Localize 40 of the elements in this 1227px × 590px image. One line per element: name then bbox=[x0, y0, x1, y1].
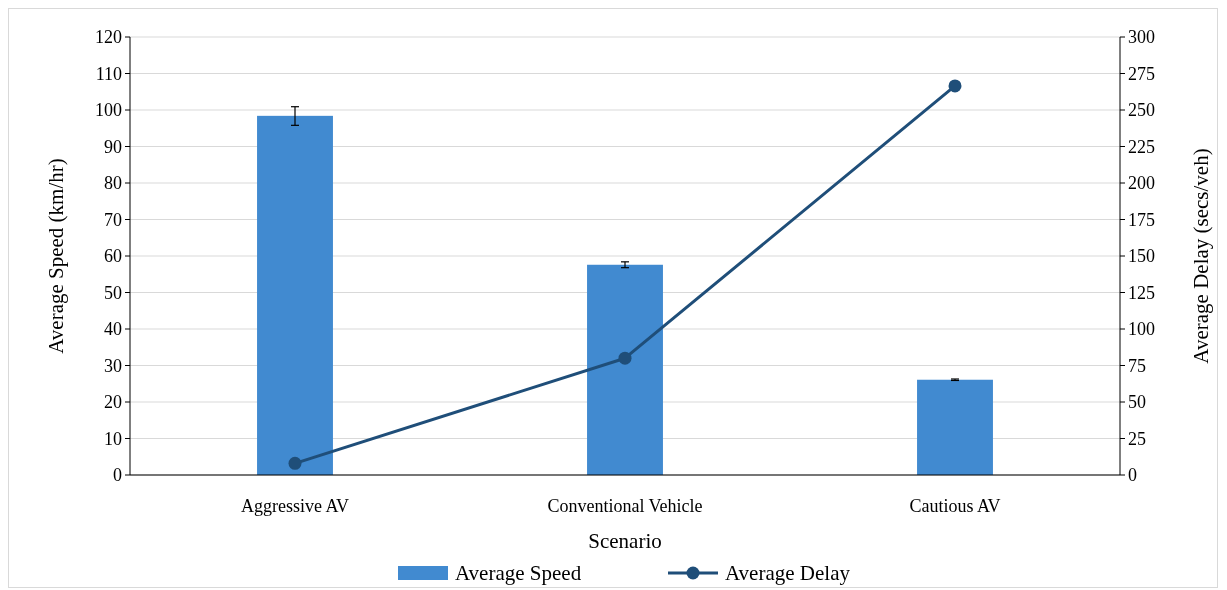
y2-tick-label: 275 bbox=[1128, 63, 1155, 84]
y2-tick-label: 300 bbox=[1128, 27, 1155, 48]
point bbox=[948, 79, 962, 93]
y2-tick-label: 75 bbox=[1128, 355, 1146, 376]
y-tick-label: 10 bbox=[104, 428, 122, 449]
y-tick-label: 40 bbox=[104, 319, 122, 340]
y-tick-label: 20 bbox=[104, 392, 122, 413]
y2-axis-title: Average Delay (secs/veh) bbox=[1189, 148, 1213, 364]
y-tick-label: 70 bbox=[104, 209, 122, 230]
y2-tick-label: 125 bbox=[1128, 282, 1155, 303]
y2-tick-label: 250 bbox=[1128, 100, 1155, 121]
y-tick-label: 90 bbox=[104, 136, 122, 157]
y-tick-label: 100 bbox=[95, 100, 122, 121]
y-tick-label: 120 bbox=[95, 27, 122, 48]
y2-tick-label: 200 bbox=[1128, 173, 1155, 194]
y2-tick-label: 225 bbox=[1128, 136, 1155, 157]
y-tick-label: 80 bbox=[104, 173, 122, 194]
y-tick-label: 30 bbox=[104, 355, 122, 376]
y2-tick-label: 150 bbox=[1128, 246, 1155, 267]
y-axis-title: Average Speed (km/hr) bbox=[44, 158, 68, 354]
x-tick-label: Conventional Vehicle bbox=[547, 496, 703, 516]
x-axis-title: Scenario bbox=[588, 529, 662, 553]
y-tick-label: 50 bbox=[104, 282, 122, 303]
y2-tick-label: 100 bbox=[1128, 319, 1155, 340]
bar bbox=[257, 115, 333, 475]
x-tick-label: Cautious AV bbox=[909, 496, 1001, 516]
y2-tick-label: 175 bbox=[1128, 209, 1155, 230]
point bbox=[618, 351, 632, 365]
legend-label: Average Delay bbox=[725, 561, 851, 586]
y-tick-label: 110 bbox=[95, 63, 122, 84]
y2-tick-label: 50 bbox=[1128, 392, 1146, 413]
y2-tick-label: 0 bbox=[1128, 465, 1137, 486]
x-tick-label: Aggressive AV bbox=[240, 496, 350, 516]
y2-tick-label: 25 bbox=[1128, 428, 1146, 449]
point bbox=[288, 456, 302, 470]
legend-label: Average Speed bbox=[455, 561, 582, 586]
y-tick-label: 0 bbox=[113, 465, 122, 486]
bar bbox=[587, 264, 663, 475]
y-tick-label: 60 bbox=[104, 246, 122, 267]
bar bbox=[917, 379, 993, 475]
